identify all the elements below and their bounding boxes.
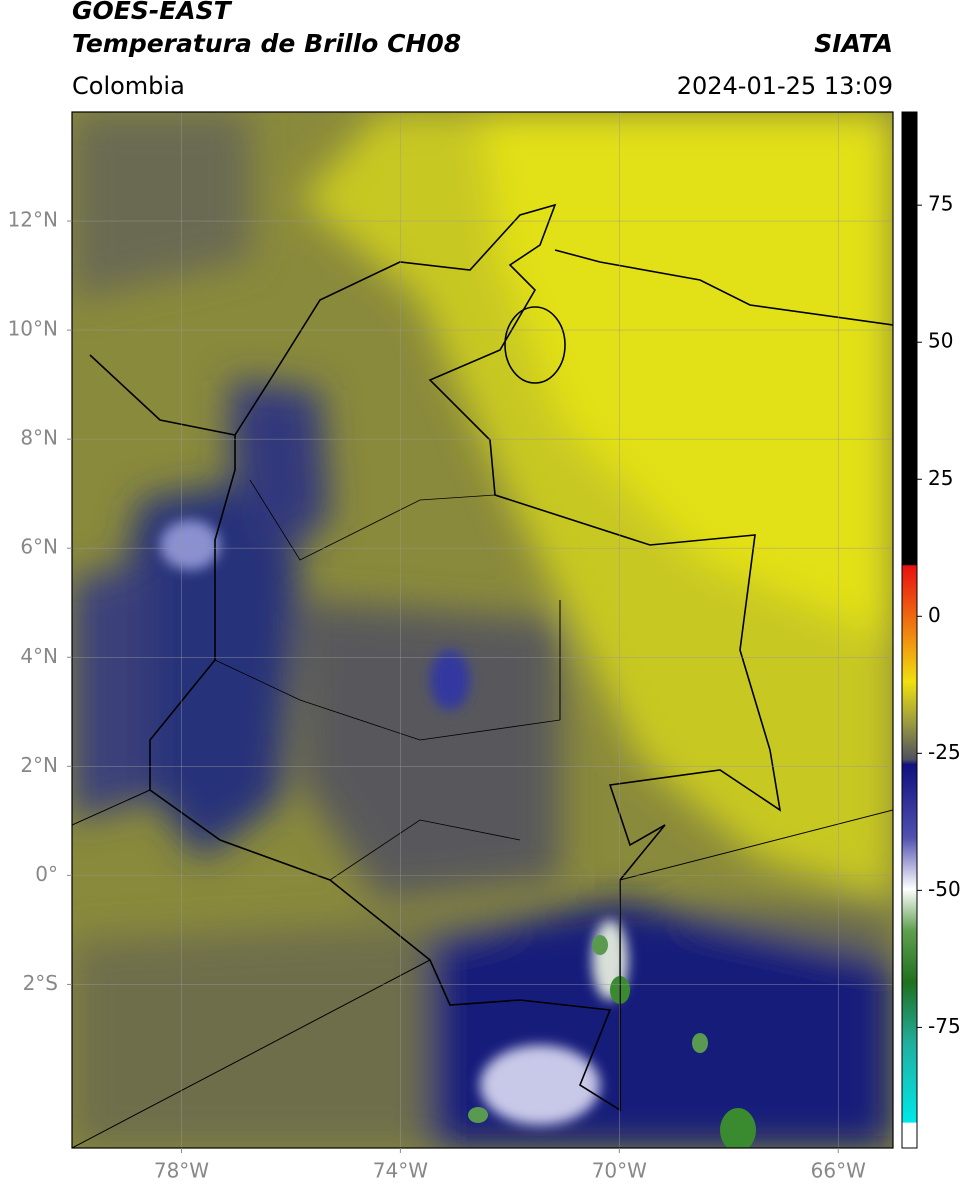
source: SIATA — [814, 29, 893, 58]
y-tick-label: 12°N — [8, 208, 58, 232]
grid — [72, 112, 893, 1148]
region: Colombia — [72, 72, 185, 100]
colorbar-tick-label: 50 — [928, 329, 953, 353]
colorbar-tick-label: -75 — [928, 1014, 961, 1038]
x-tick-label: 74°W — [373, 1159, 428, 1183]
map-image — [72, 112, 893, 1148]
y-tick-label: 2°N — [20, 753, 58, 777]
datetime: 2024-01-25 13:09 — [677, 72, 893, 100]
colorbar-tick-label: 75 — [928, 192, 953, 216]
y-tick-label: 0° — [35, 862, 58, 886]
colorbar-tick-label: -25 — [928, 740, 961, 764]
x-tick-label: 70°W — [592, 1159, 647, 1183]
title: GOES-EAST — [72, 0, 233, 25]
colorbar — [901, 111, 918, 1149]
borders — [72, 203, 893, 1148]
y-tick-label: 8°N — [20, 426, 58, 450]
y-tick-label: 10°N — [8, 317, 58, 341]
x-tick-label: 66°W — [811, 1159, 866, 1183]
colorbar-tick-label: 0 — [928, 603, 941, 627]
y-tick-label: 6°N — [20, 535, 58, 559]
x-tick-label: 78°W — [154, 1159, 209, 1183]
colorbar-tick-label: -50 — [928, 877, 961, 901]
colorbar-tick-label: 25 — [928, 466, 953, 490]
subtitle: Temperatura de Brillo CH08 — [72, 29, 461, 58]
y-tick-label: 4°N — [20, 644, 58, 668]
y-tick-label: 2°S — [23, 971, 58, 995]
map-frame — [71, 111, 894, 1149]
